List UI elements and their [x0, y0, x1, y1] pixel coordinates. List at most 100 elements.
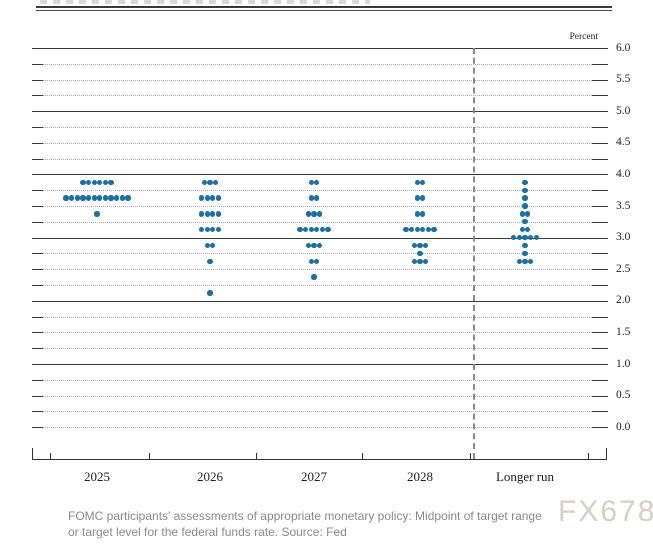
projection-dot-2027-2.625 — [314, 258, 320, 264]
projection-dot-2028-2.625 — [411, 258, 418, 264]
gridline-right-tick — [592, 269, 608, 271]
projection-dot-longer-run-3 — [533, 234, 539, 241]
projection-dot-longer-run-2.75 — [522, 250, 528, 257]
gridline-right-tick — [592, 79, 608, 81]
gridline-dotted-5.25 — [42, 95, 592, 97]
projection-dot-2026-2.875 — [204, 242, 210, 249]
gridline-left-tick — [32, 190, 43, 192]
projection-dot-longer-run-3.25 — [522, 219, 528, 225]
x-axis-tick — [149, 453, 150, 459]
gridline-solid-3.00 — [32, 237, 608, 239]
projection-dot-2028-3.875 — [420, 179, 426, 185]
projection-dot-longer-run-3.75 — [522, 187, 528, 193]
projection-dot-longer-run-3.5 — [522, 203, 528, 209]
projection-dot-2025-3.875 — [97, 179, 103, 185]
projection-dot-2026-3.375 — [210, 211, 216, 217]
projection-dot-2025-3.625 — [63, 195, 69, 201]
gridline-left-tick — [32, 142, 43, 144]
longer-run-separator-line — [473, 48, 475, 459]
gridline-left-tick — [32, 253, 43, 255]
gridline-right-tick — [592, 411, 608, 413]
gridline-right-tick — [592, 348, 608, 350]
cropped-header-text — [40, 0, 370, 4]
gridline-right-tick — [592, 427, 608, 429]
projection-dot-2026-3.125 — [215, 227, 222, 233]
projection-dot-2028-3.125 — [425, 227, 432, 233]
x-axis-end-tick — [606, 448, 607, 459]
projection-dot-2028-3.125 — [431, 227, 437, 233]
gridline-left-tick — [32, 379, 43, 381]
projection-dot-2027-3.375 — [317, 211, 323, 217]
y-tick-label-5.0: 5.0 — [616, 104, 631, 117]
projection-dot-2027-3.625 — [314, 195, 320, 201]
projection-dot-2027-2.875 — [317, 242, 323, 249]
projection-dot-longer-run-3 — [522, 234, 528, 241]
x-category-label-longer-run: Longer run — [495, 469, 555, 484]
projection-dot-longer-run-3 — [516, 234, 522, 241]
x-category-label-2025: 2025 — [84, 469, 110, 484]
projection-dot-longer-run-3.625 — [522, 195, 528, 201]
gridline-right-tick — [592, 190, 608, 192]
projection-dot-2025-3.625 — [74, 195, 80, 201]
gridline-left-tick — [32, 332, 43, 334]
projection-dot-2028-3.625 — [420, 195, 426, 201]
x-axis-tick — [470, 453, 471, 459]
projection-dot-longer-run-3 — [511, 234, 517, 241]
gridline-dotted-4.50 — [42, 142, 592, 144]
projection-dot-2026-3.625 — [198, 195, 205, 201]
projection-dot-2025-3.625 — [80, 195, 86, 201]
x-axis-tick — [50, 453, 51, 459]
projection-dot-2028-2.875 — [411, 242, 418, 249]
projection-dot-2027-3.125 — [325, 227, 331, 233]
chart-caption: FOMC participants’ assessments of approp… — [68, 508, 598, 540]
y-tick-label-5.5: 5.5 — [616, 73, 631, 86]
projection-dot-2028-2.875 — [423, 242, 429, 249]
gridline-left-tick — [32, 395, 43, 397]
gridline-solid-2.00 — [32, 300, 608, 302]
gridline-right-tick — [592, 332, 608, 334]
projection-dot-longer-run-3.125 — [519, 227, 525, 233]
projection-dot-2025-3.875 — [85, 179, 92, 185]
projection-dot-2026-2.625 — [207, 258, 213, 264]
gridline-left-tick — [32, 206, 43, 207]
projection-dot-2026-3.625 — [215, 195, 222, 201]
gridline-solid-1.00 — [32, 364, 608, 365]
gridline-right-tick — [592, 395, 608, 397]
gridline-dotted-0.75 — [42, 379, 592, 381]
gridline-left-tick — [32, 95, 43, 97]
projection-dot-2027-2.625 — [308, 258, 314, 264]
x-category-label-2026: 2026 — [197, 469, 223, 484]
gridline-right-tick — [592, 127, 608, 128]
x-axis-tick — [362, 453, 363, 459]
projection-dot-2025-3.875 — [108, 179, 114, 185]
projection-dot-longer-run-2.625 — [522, 258, 528, 264]
projection-dot-2025-3.625 — [97, 195, 103, 201]
gridline-right-tick — [592, 206, 608, 207]
projection-dot-longer-run-2.625 — [527, 258, 534, 264]
projection-dot-2026-2.875 — [210, 242, 216, 249]
y-tick-label-6.0: 6.0 — [616, 41, 631, 54]
x-axis-end-tick — [32, 448, 33, 459]
projection-dot-2025-3.625 — [91, 195, 97, 201]
gridline-solid-6.00 — [32, 48, 608, 49]
projection-dot-2028-3.375 — [414, 211, 420, 217]
gridline-right-tick — [592, 253, 608, 255]
x-category-label-2028: 2028 — [407, 469, 433, 484]
gridline-right-tick — [592, 95, 608, 97]
projection-dot-2026-3.625 — [204, 195, 210, 201]
gridline-solid-5.00 — [32, 111, 608, 113]
projection-dot-2027-2.875 — [305, 242, 312, 249]
x-axis-baseline — [32, 459, 607, 460]
projection-dot-longer-run-3 — [528, 234, 534, 241]
projection-dot-2025-3.875 — [80, 179, 86, 185]
projection-dot-2027-3.125 — [319, 227, 326, 233]
gridline-right-tick — [592, 142, 608, 144]
gridline-dotted-4.25 — [42, 158, 592, 160]
gridline-right-tick — [592, 379, 608, 381]
gridline-dotted-2.25 — [42, 285, 592, 286]
gridline-left-tick — [32, 348, 43, 350]
projection-dot-2026-3.375 — [215, 211, 222, 217]
y-tick-label-4.0: 4.0 — [616, 167, 631, 180]
fx678-watermark: FX678 — [558, 495, 653, 528]
